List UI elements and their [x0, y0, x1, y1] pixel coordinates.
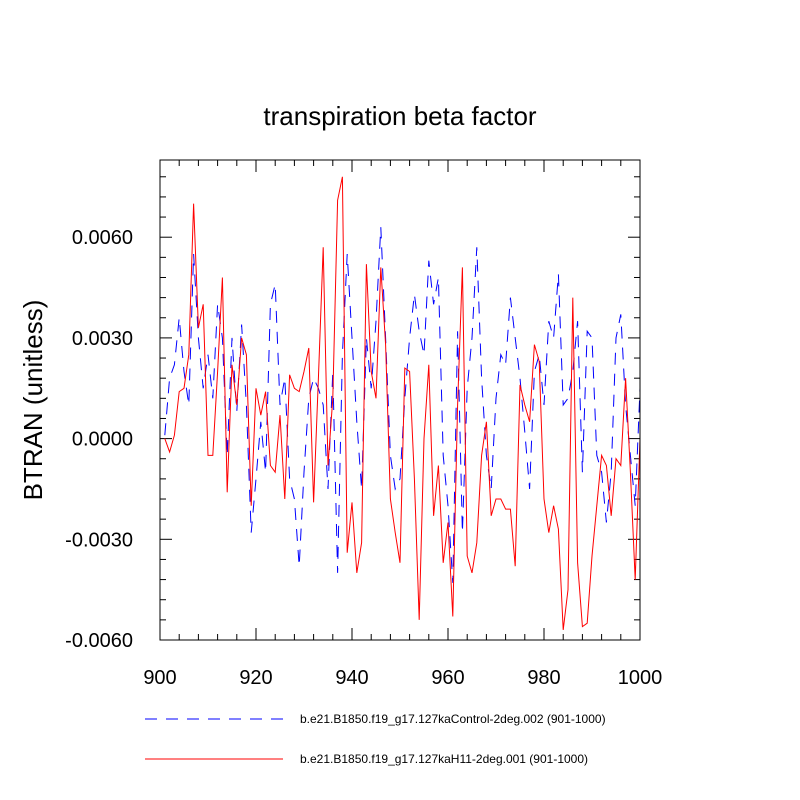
- legend: b.e21.B1850.f19_g17.127kaControl-2deg.00…: [145, 712, 606, 766]
- chart-title: transpiration beta factor: [263, 101, 536, 131]
- y-tick-label: 0.0000: [72, 429, 133, 451]
- axis-ticks: 900 920 940 960 980 1000 -0.0060 -0.0030 0.0000 0…: [65, 160, 662, 689]
- x-tick-label: 1000: [618, 667, 663, 689]
- y-axis-label: BTRAN (unitless): [18, 300, 48, 501]
- y-tick-label: -0.0060: [65, 630, 133, 652]
- x-tick-label: 920: [239, 667, 272, 689]
- series-line-1: [164, 227, 641, 583]
- plot-frame: [159, 159, 641, 641]
- x-tick-label: 940: [335, 667, 368, 689]
- legend-label-2: b.e21.B1850.f19_g17.127kaH11-2deg.001 (9…: [300, 752, 588, 766]
- x-tick-label: 900: [143, 667, 176, 689]
- series-lines: [164, 176, 641, 630]
- y-tick-label: 0.0030: [72, 328, 133, 350]
- y-tick-label: -0.0030: [65, 529, 133, 551]
- x-tick-label: 960: [431, 667, 464, 689]
- series-line-2: [164, 176, 641, 630]
- x-tick-label: 980: [527, 667, 560, 689]
- legend-label-1: b.e21.B1850.f19_g17.127kaControl-2deg.00…: [300, 712, 606, 726]
- y-tick-label: 0.0060: [72, 227, 133, 249]
